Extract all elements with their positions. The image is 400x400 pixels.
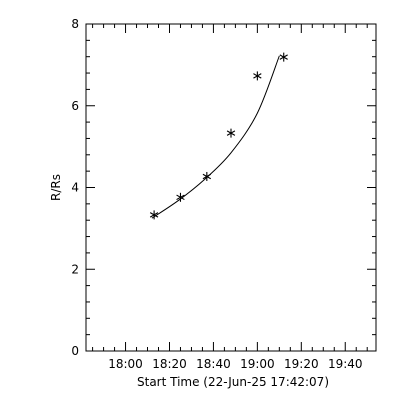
x-tick-label: 19:20: [284, 357, 319, 371]
y-tick-label: 8: [71, 17, 79, 31]
y-tick-label: 6: [71, 99, 79, 113]
data-points: [149, 52, 288, 220]
x-tick-label: 18:00: [108, 357, 143, 371]
x-tick-label: 18:40: [196, 357, 231, 371]
fit-curve: [151, 55, 280, 219]
y-tick-label: 0: [71, 344, 79, 358]
y-tick-label: 2: [71, 262, 79, 276]
x-tick-label: 19:00: [240, 357, 275, 371]
axis-ticks: [86, 23, 376, 352]
data-point: [253, 71, 262, 81]
x-tick-label: 18:20: [152, 357, 187, 371]
data-point: [176, 192, 185, 202]
tick-labels: 18:00 18:20 18:40 19:00 19:20 19:40 0 2 4 6 8: [71, 17, 362, 371]
data-point: [226, 128, 236, 138]
x-axis-title: Start Time (22-Jun-25 17:42:07): [137, 375, 329, 389]
y-tick-label: 4: [71, 181, 79, 195]
y-axis-title: R/Rs: [49, 174, 63, 201]
data-point: [279, 52, 288, 62]
x-tick-label: 19:40: [328, 357, 363, 371]
data-point: [149, 210, 159, 220]
data-point: [202, 171, 212, 181]
